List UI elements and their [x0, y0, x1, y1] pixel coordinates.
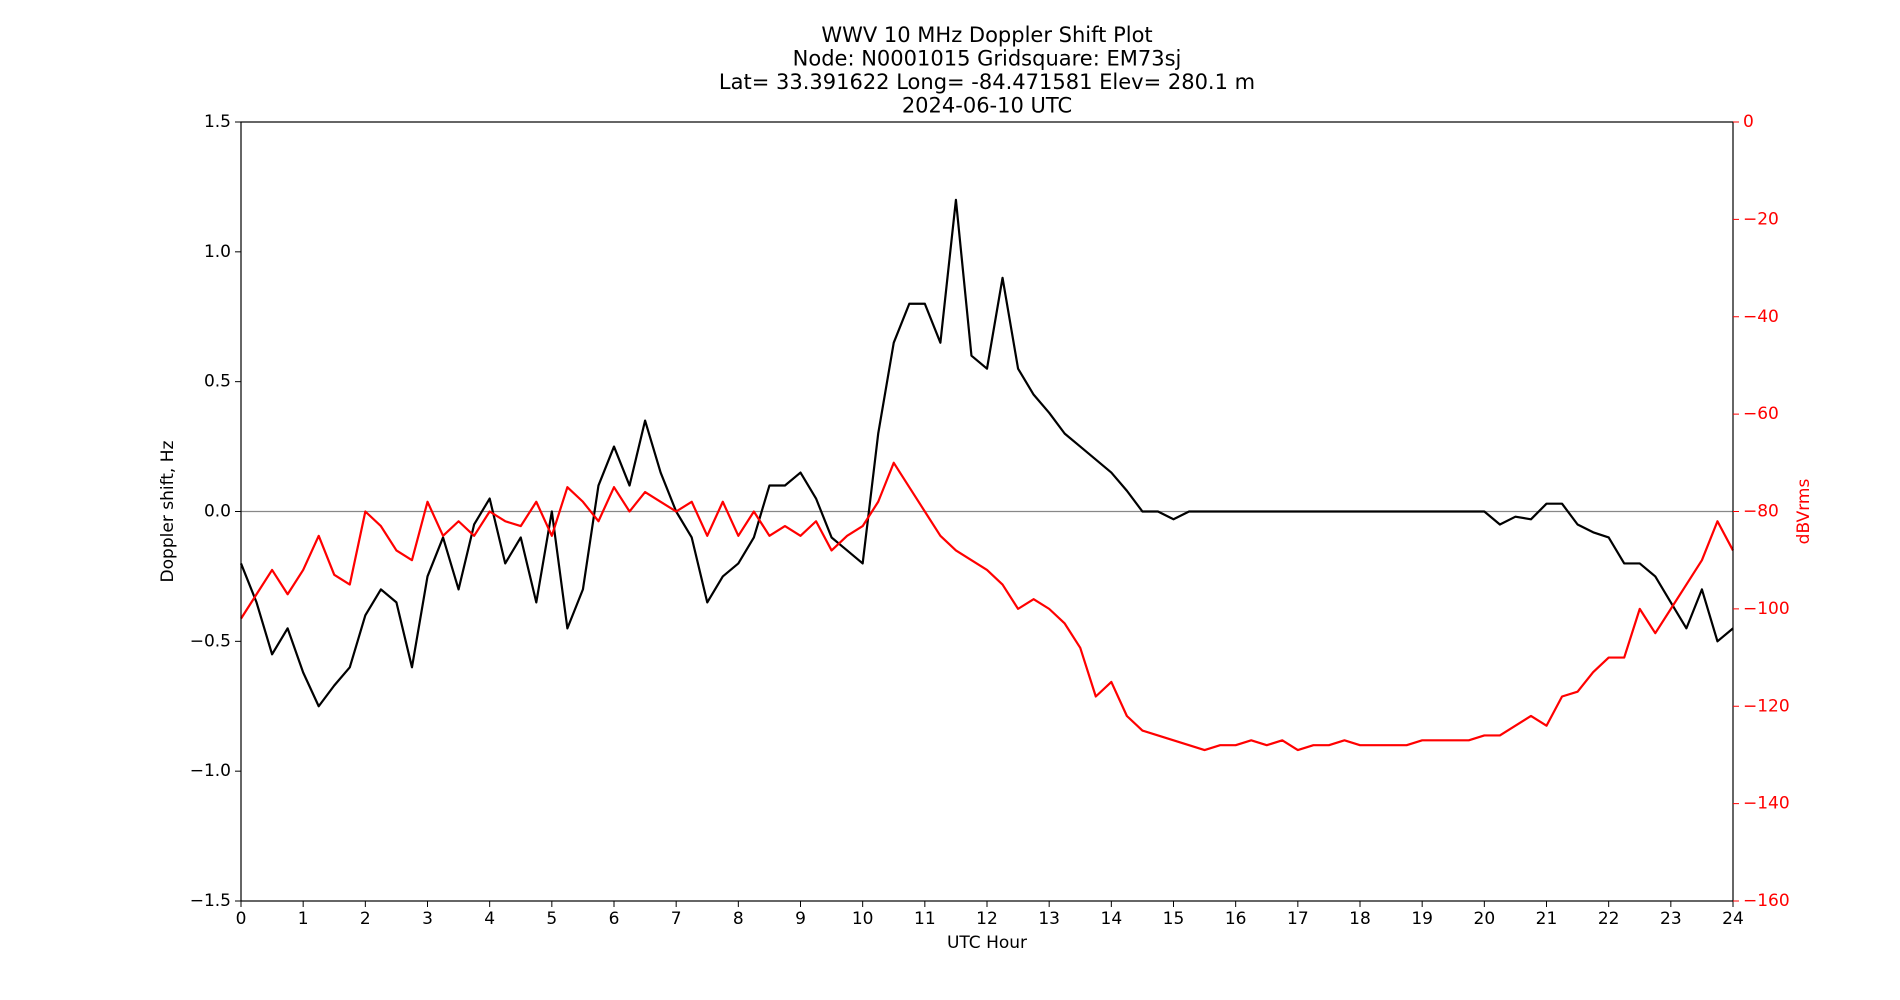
y-axis-label: Doppler shift, Hz	[158, 440, 178, 582]
chart-title: Node: N0001015 Gridsquare: EM73sj	[793, 47, 1182, 71]
x-tick-label: 9	[795, 909, 806, 929]
x-tick-label: 6	[609, 909, 620, 929]
x-tick-label: 19	[1411, 909, 1433, 929]
x-tick-label: 2	[360, 909, 371, 929]
x-tick-label: 13	[1038, 909, 1060, 929]
x-tick-label: 14	[1101, 909, 1123, 929]
x-tick-label: 7	[671, 909, 682, 929]
chart-title: WWV 10 MHz Doppler Shift Plot	[821, 23, 1152, 47]
x-tick-label: 20	[1474, 909, 1496, 929]
y2-tick-label: −80	[1743, 502, 1779, 522]
x-axis-label: UTC Hour	[947, 933, 1027, 953]
x-tick-label: 4	[484, 909, 495, 929]
x-tick-label: 21	[1536, 909, 1558, 929]
x-tick-label: 3	[422, 909, 433, 929]
x-tick-label: 0	[236, 909, 247, 929]
y2-tick-label: −100	[1743, 599, 1790, 619]
x-tick-label: 22	[1598, 909, 1620, 929]
x-tick-label: 15	[1163, 909, 1185, 929]
y-tick-label: 0.0	[204, 502, 231, 522]
x-tick-label: 12	[976, 909, 998, 929]
y2-axis-label: dBVrms	[1794, 479, 1814, 545]
x-tick-label: 8	[733, 909, 744, 929]
y2-tick-label: −60	[1743, 404, 1779, 424]
y-tick-label: −0.5	[190, 631, 231, 651]
y2-tick-label: −160	[1743, 891, 1790, 911]
y2-tick-label: 0	[1743, 112, 1754, 132]
data-line	[239, 198, 1734, 708]
x-tick-label: 10	[852, 909, 874, 929]
y2-tick-label: −120	[1743, 696, 1790, 716]
y-tick-label: 0.5	[204, 372, 231, 392]
x-tick-label: 24	[1722, 909, 1744, 929]
chart-title: Lat= 33.391622 Long= -84.471581 Elev= 28…	[719, 70, 1255, 94]
x-tick-label: 16	[1225, 909, 1247, 929]
x-tick-label: 23	[1660, 909, 1682, 929]
y-tick-label: 1.0	[204, 242, 231, 262]
y2-tick-label: −20	[1743, 209, 1779, 229]
y2-tick-label: −40	[1743, 307, 1779, 327]
chart-title: 2024-06-10 UTC	[902, 94, 1072, 118]
x-tick-label: 18	[1349, 909, 1371, 929]
y-tick-label: 1.5	[204, 112, 231, 132]
y-tick-label: −1.0	[190, 761, 231, 781]
x-tick-label: 17	[1287, 909, 1309, 929]
x-tick-label: 11	[914, 909, 936, 929]
y-tick-label: −1.5	[190, 891, 231, 911]
x-tick-label: 1	[298, 909, 309, 929]
data-line	[240, 461, 1734, 752]
y2-tick-label: −140	[1743, 794, 1790, 814]
x-tick-label: 5	[546, 909, 557, 929]
